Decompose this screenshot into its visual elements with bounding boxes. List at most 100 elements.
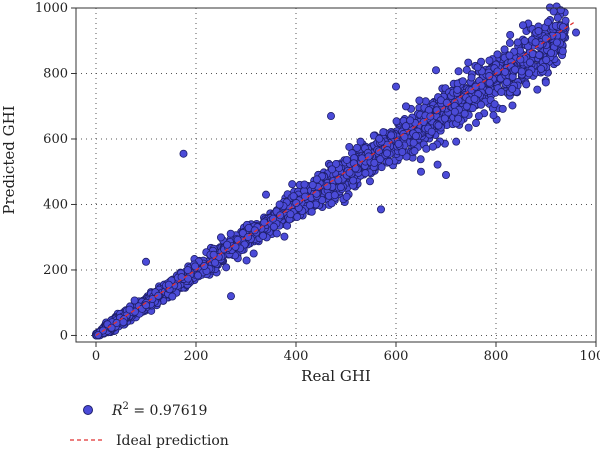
scatter-point [272, 229, 281, 238]
scatter-point [559, 22, 568, 31]
scatter-point [119, 318, 128, 327]
ideal-line-group [95, 20, 577, 336]
scatter-point [474, 112, 483, 121]
scatter-point [462, 102, 471, 111]
scatter-point [211, 258, 220, 267]
scatter-point [286, 210, 295, 219]
scatter-point [345, 168, 354, 177]
scatter-point [327, 199, 336, 208]
scatter-point [477, 100, 486, 109]
scatter-point [191, 262, 200, 271]
scatter-point [280, 232, 289, 241]
scatter-point [485, 56, 494, 65]
scatter-point [428, 142, 437, 151]
scatter-point [517, 67, 526, 76]
scatter-point [506, 30, 515, 39]
scatter-point [458, 77, 467, 86]
scatter-point [328, 165, 337, 174]
scatter-point [537, 64, 546, 73]
scatter-point [379, 128, 388, 137]
scatter-point [433, 160, 442, 169]
y-tick-label: 200 [43, 263, 68, 278]
legend-scatter-marker [83, 405, 93, 415]
scatter-point [226, 229, 235, 238]
scatter-point [398, 147, 407, 156]
scatter-point [434, 121, 443, 130]
scatter-point [356, 137, 365, 146]
y-tick-label: 400 [43, 197, 68, 212]
scatter-point [432, 106, 441, 115]
scatter-point [293, 212, 302, 221]
scatter-point [336, 183, 345, 192]
scatter-point [525, 58, 534, 67]
scatter-point [370, 158, 379, 167]
scatter-point [520, 37, 529, 46]
scatter-point [508, 101, 517, 110]
scatter-point [525, 69, 534, 78]
scatter-point [193, 271, 202, 280]
scatter-point [242, 256, 251, 265]
x-tick-label: 1000 [579, 349, 600, 364]
scatter-point [401, 122, 410, 131]
scatter-point [154, 291, 163, 300]
x-tick-label: 0 [92, 349, 100, 364]
x-tick-label: 600 [384, 349, 409, 364]
scatter-point [394, 139, 403, 148]
scatter-point [452, 137, 461, 146]
scatter-point [179, 149, 188, 158]
scatter-point [531, 38, 540, 47]
scatter-point [547, 49, 556, 58]
scatter-point [342, 192, 351, 201]
scatter-point [375, 134, 384, 143]
y-tick-label: 0 [60, 328, 68, 343]
scatter-point [505, 51, 514, 60]
scatter-point [541, 78, 550, 87]
legend-ideal-label: Ideal prediction [116, 433, 229, 449]
scatter-point [454, 114, 463, 123]
scatter-point [467, 73, 476, 82]
scatter-point [471, 119, 480, 128]
scatter-point [226, 292, 235, 301]
scatter-point [416, 155, 425, 164]
scatter-point [552, 38, 561, 47]
legend-r-symbol: R [111, 403, 123, 419]
scatter-point [558, 47, 567, 56]
scatter-point [415, 96, 424, 105]
scatter-point [535, 51, 544, 60]
scatter-point [300, 180, 309, 189]
scatter-point [510, 65, 519, 74]
scatter-point [518, 21, 527, 30]
plot-frame [75, 7, 597, 343]
scatter-point [391, 82, 400, 91]
scatter-point [410, 147, 419, 156]
scatter-point [288, 180, 297, 189]
scatter-point [572, 28, 581, 37]
scatter-point [330, 191, 339, 200]
scatter-point [406, 116, 415, 125]
scatter-point [453, 85, 462, 94]
scatter-point [505, 38, 514, 47]
legend: R2 = 0.97619 Ideal prediction [70, 401, 229, 449]
scatter-point [94, 331, 103, 340]
scatter-point [501, 68, 510, 77]
scatter-point [318, 196, 327, 205]
x-axis-title: Real GHI [301, 367, 371, 385]
scatter-point [441, 170, 450, 179]
scatter-point [462, 65, 471, 74]
scatter-point [411, 131, 420, 140]
legend-r-value: = 0.97619 [129, 403, 208, 419]
scatter-point [522, 80, 531, 89]
y-tick-label: 1000 [35, 1, 68, 16]
scatter-point [502, 78, 511, 87]
scatter-point [141, 257, 150, 266]
legend-r-superscript: 2 [123, 401, 129, 412]
scatter-point [477, 57, 486, 66]
scatter-point [387, 131, 396, 140]
x-tick-label: 200 [184, 349, 209, 364]
ideal-prediction-line [95, 20, 577, 336]
y-tick-label: 800 [43, 66, 68, 81]
scatter-point [516, 55, 525, 64]
scatter-point [305, 201, 314, 210]
scatter-point [260, 218, 269, 227]
scatter-point [383, 149, 392, 158]
